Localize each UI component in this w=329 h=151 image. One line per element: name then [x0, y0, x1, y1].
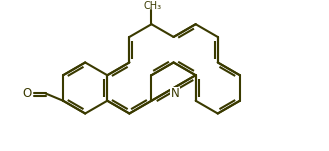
Text: N: N	[171, 87, 179, 100]
Text: O: O	[22, 87, 31, 100]
Text: CH₃: CH₃	[144, 1, 162, 11]
